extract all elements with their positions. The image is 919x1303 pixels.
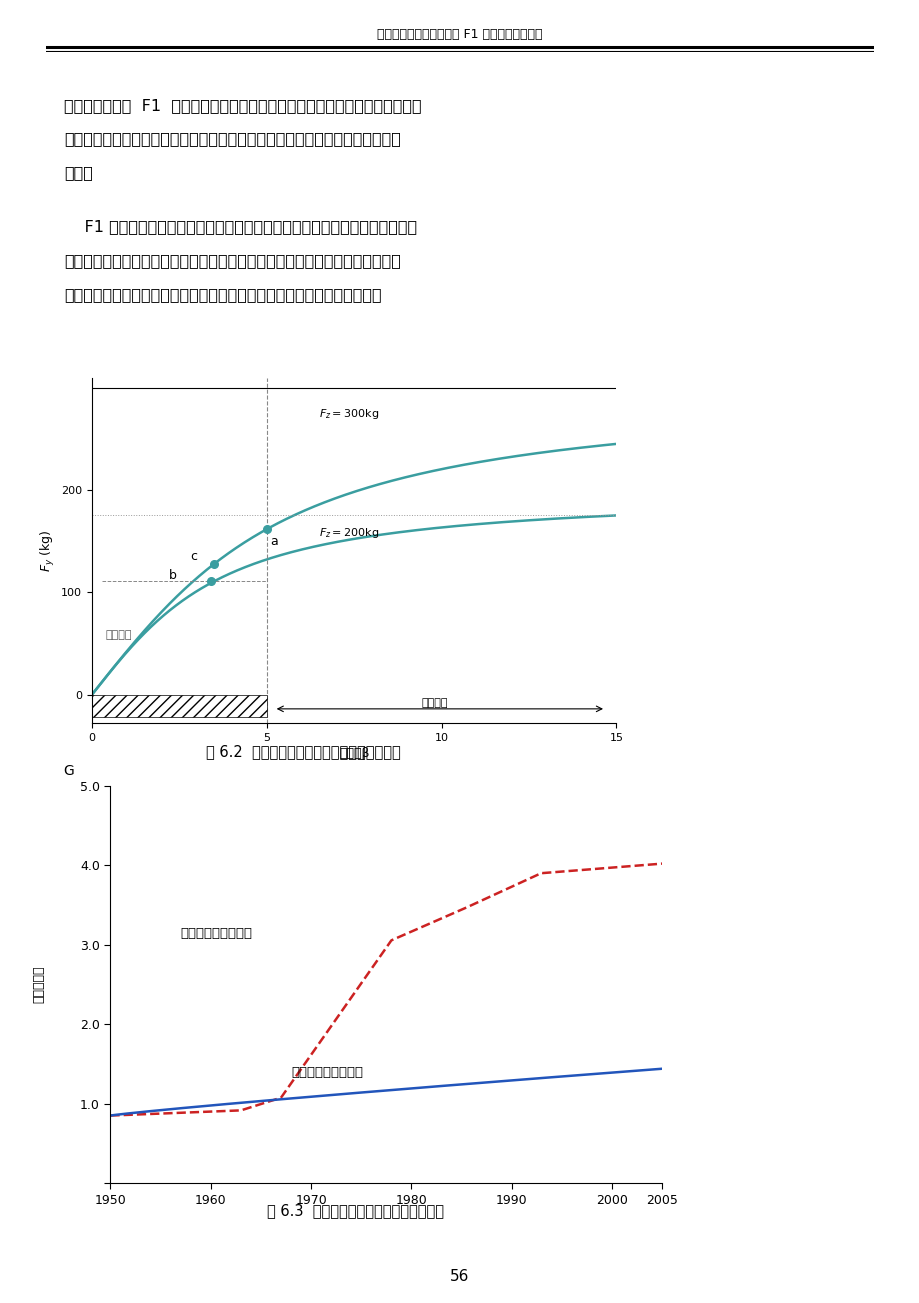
Text: 赛车风洞实验、赛车气动性能的数值模拟及实车的道路实验是重要的手段。: 赛车风洞实验、赛车气动性能的数值模拟及实车的道路实验是重要的手段。 bbox=[64, 287, 381, 302]
Bar bbox=[92, 694, 267, 717]
Text: 图 6.2  轮胎侧滑角与侧向力及轮胎载荷的关系: 图 6.2 轮胎侧滑角与侧向力及轮胎载荷的关系 bbox=[206, 744, 401, 760]
Text: F1 赛车空气力学效果的好坏会直接影响着车手的单圈成绩，研究的核心是在: F1 赛车空气力学效果的好坏会直接影响着车手的单圈成绩，研究的核心是在 bbox=[64, 219, 417, 235]
Text: 线性变化: 线性变化 bbox=[106, 631, 132, 640]
Text: $F_z=200\rm{kg}$: $F_z=200\rm{kg}$ bbox=[319, 526, 379, 539]
Text: 有负升力作用的赛车: 有负升力作用的赛车 bbox=[180, 926, 253, 939]
Text: 理想车身气动造型研究与 F1 赛车气动特性初探: 理想车身气动造型研究与 F1 赛车气动特性初探 bbox=[377, 27, 542, 40]
Text: b: b bbox=[169, 569, 176, 582]
Text: 图 6.3  有无负升力作用的赛车侧向加速度: 图 6.3 有无负升力作用的赛车侧向加速度 bbox=[267, 1204, 443, 1218]
Y-axis label: $F_y$ (kg): $F_y$ (kg) bbox=[39, 529, 57, 572]
Text: 侧滑范围: 侧滑范围 bbox=[421, 698, 448, 708]
Text: 56: 56 bbox=[449, 1269, 470, 1283]
X-axis label: 侧滑角β: 侧滑角β bbox=[338, 747, 369, 760]
Text: a: a bbox=[270, 536, 278, 549]
Text: 手段。: 手段。 bbox=[64, 165, 93, 181]
Text: 侧向加速度: 侧向加速度 bbox=[32, 966, 45, 1003]
Text: 减小阻力和增大负升力中间找到一个平衡点。在赛车空气动力学研究的过程中，: 减小阻力和增大负升力中间找到一个平衡点。在赛车空气动力学研究的过程中， bbox=[64, 253, 401, 268]
Text: 可以提高赛车的燃油经济性，而赛车的空气动力附加装置是解决这些问题的重要: 可以提高赛车的燃油经济性，而赛车的空气动力附加装置是解决这些问题的重要 bbox=[64, 132, 401, 147]
Text: 时的空气阻力是  F1  空气动力学设计师最为关心的两个基本问题，减小气动阻力: 时的空气阻力是 F1 空气动力学设计师最为关心的两个基本问题，减小气动阻力 bbox=[64, 98, 422, 113]
Text: $F_z=300\rm{kg}$: $F_z=300\rm{kg}$ bbox=[319, 407, 379, 421]
Text: 无负升力作用的赛车: 无负升力作用的赛车 bbox=[290, 1066, 363, 1079]
Text: c: c bbox=[189, 550, 197, 563]
Text: G: G bbox=[63, 764, 74, 778]
